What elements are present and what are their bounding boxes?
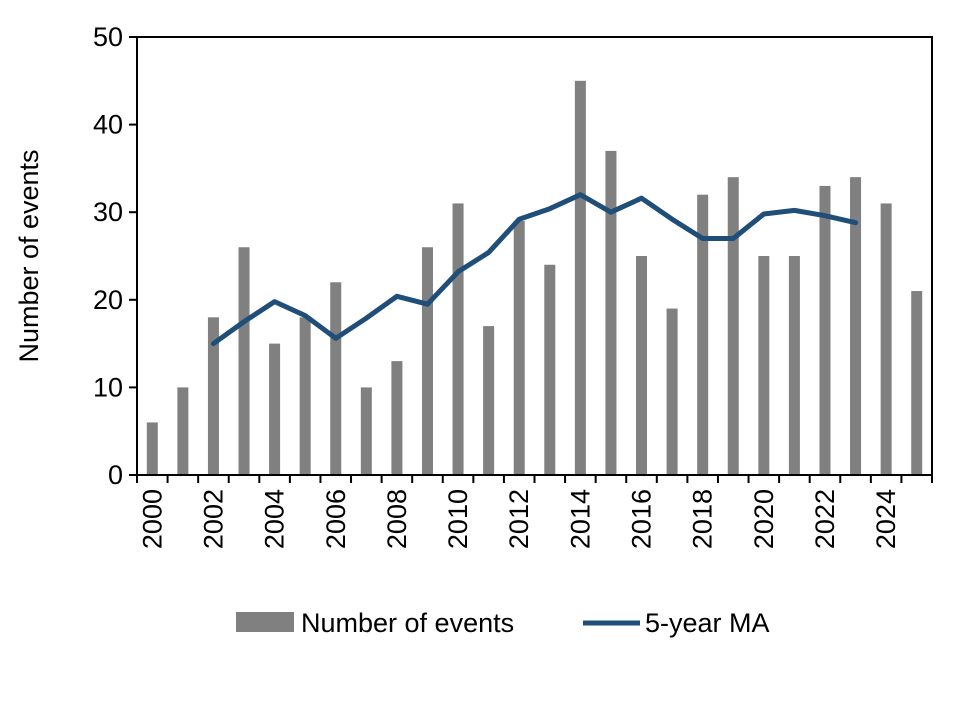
bar-2005 [299,317,311,475]
y-tick-label: 50 [93,22,123,52]
bar-2001 [177,387,189,475]
ma-line [210,192,859,347]
bar-2017 [666,308,678,475]
plot-area-frame [136,36,933,476]
x-tick-label: 2008 [382,489,412,549]
y-tick-label: 10 [93,372,123,402]
y-axis-title: Number of events [14,149,44,362]
bar-2008 [391,361,403,475]
bar-2011 [483,326,495,475]
y-tick-label: 20 [93,285,123,315]
y-tick-label: 0 [108,460,123,490]
legend-swatch-bars [236,612,294,632]
x-tick-label: 2018 [688,489,718,549]
bar-2022 [819,185,831,476]
ma-series [210,192,859,347]
legend-label-bars: Number of events [301,608,514,638]
bar-2007 [360,387,372,475]
bar-2002 [207,317,219,475]
legend-label-line: 5-year MA [645,608,770,638]
bar-2014 [574,80,586,476]
x-tick-label: 2006 [321,489,351,549]
bar-2000 [146,422,158,475]
bar-2019 [727,177,739,475]
x-tick-label: 2010 [443,489,473,549]
bar-2009 [421,247,433,475]
x-tick-label: 2000 [137,489,167,549]
x-tick-label: 2020 [749,489,779,549]
bar-2018 [697,194,709,475]
bar-2010 [452,203,464,475]
bar-2012 [513,220,525,475]
x-tick-label: 2016 [627,489,657,549]
bar-2004 [269,343,281,475]
bar-2013 [544,264,556,475]
bar-series [146,80,923,476]
bar-2025 [911,291,923,475]
x-tick-label: 2024 [871,489,901,549]
x-tick-label: 2002 [198,489,228,549]
bar-2003 [238,247,250,475]
bar-2015 [605,150,617,475]
y-axis: 0 10 20 30 40 50 [93,22,137,490]
x-tick-label: 2014 [565,489,595,549]
x-axis: 2000 2002 2004 2006 2008 2010 2012 2014 2016 2018… [136,475,933,549]
y-tick-label: 40 [93,110,123,140]
bar-2016 [636,256,648,475]
bar-2020 [758,256,770,475]
x-tick-label: 2004 [260,489,290,549]
legend: Number of events 5-year MA [236,608,770,638]
bar-2023 [850,177,862,475]
bar-2024 [880,203,892,475]
x-tick-label: 2012 [504,489,534,549]
bar-2006 [330,282,342,475]
y-tick-label: 30 [93,197,123,227]
bar-2021 [788,256,800,475]
x-tick-label: 2022 [810,489,840,549]
